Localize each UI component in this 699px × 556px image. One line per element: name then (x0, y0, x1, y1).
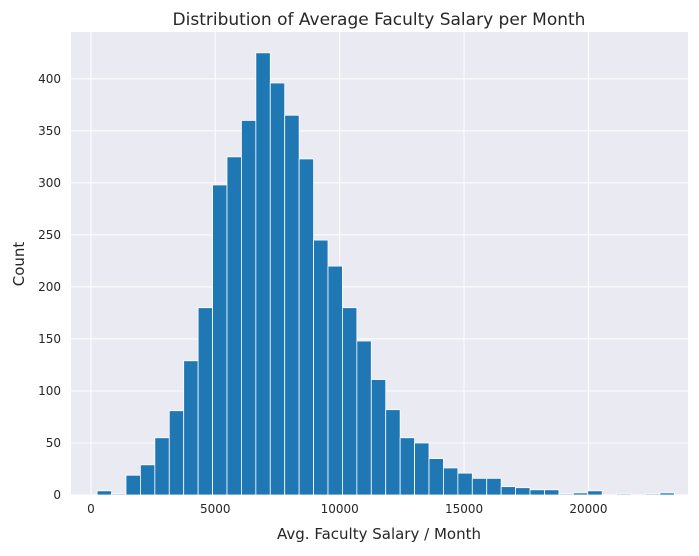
histogram-bar (515, 487, 531, 496)
x-tick-label: 10000 (321, 502, 359, 516)
histogram-bar (457, 472, 473, 496)
histogram-bar (399, 437, 415, 496)
histogram-bar (587, 490, 603, 496)
histogram-bar (428, 458, 444, 496)
histogram-bar (269, 82, 286, 496)
histogram-bar (370, 379, 387, 496)
histogram-bar (197, 307, 213, 496)
y-tick-label: 150 (38, 332, 61, 346)
histogram-bar (356, 340, 372, 496)
histogram-bar (659, 492, 675, 496)
y-tick-label: 100 (38, 384, 61, 398)
histogram-bar (284, 114, 300, 496)
histogram-bar (342, 307, 358, 496)
x-tick-label: 15000 (445, 502, 483, 516)
histogram-bar (96, 490, 112, 496)
histogram-bar (241, 120, 257, 496)
grid-lines (71, 32, 688, 496)
histogram-bar (572, 492, 589, 496)
histogram-bar (544, 489, 560, 496)
y-axis-label: Count (10, 242, 28, 287)
histogram-bar (616, 493, 632, 496)
x-tick-label: 0 (87, 502, 95, 516)
histogram-bar (212, 184, 228, 496)
chart-title: Distribution of Average Faculty Salary p… (173, 10, 586, 30)
x-axis-ticks: 0 5000 10000 15000 20000 (87, 502, 607, 516)
histogram-bar (486, 477, 502, 496)
histogram-bar (500, 486, 516, 496)
histogram-bar (313, 239, 329, 496)
histogram-bar (529, 489, 545, 496)
histogram-bar (140, 464, 156, 496)
histogram-bar (125, 474, 141, 496)
y-tick-label: 350 (38, 124, 61, 138)
y-tick-label: 250 (38, 228, 61, 242)
histogram-bar (154, 437, 170, 496)
y-tick-label: 0 (53, 488, 61, 502)
y-tick-label: 50 (46, 436, 61, 450)
histogram-bar (385, 409, 401, 496)
x-tick-label: 5000 (200, 502, 231, 516)
histogram-bar (471, 477, 488, 496)
x-tick-label: 20000 (569, 502, 607, 516)
histogram-bar (226, 156, 242, 496)
histogram-bar (414, 442, 430, 496)
histogram-bar (645, 493, 661, 496)
y-axis-ticks: 0 50 100 150 200 250 300 350 400 (38, 72, 61, 502)
y-tick-label: 300 (38, 176, 61, 190)
histogram-bar (443, 467, 459, 496)
histogram-bar (168, 410, 185, 496)
histogram-bar (558, 493, 574, 496)
histogram-bar (327, 265, 343, 496)
histogram-bar (111, 493, 127, 496)
y-tick-label: 200 (38, 280, 61, 294)
x-axis-label: Avg. Faculty Salary / Month (277, 525, 481, 543)
y-tick-label: 400 (38, 72, 61, 86)
histogram-bars (96, 52, 675, 496)
histogram-bar (298, 158, 314, 496)
histogram-bar (255, 52, 271, 496)
histogram-bar (183, 360, 199, 496)
